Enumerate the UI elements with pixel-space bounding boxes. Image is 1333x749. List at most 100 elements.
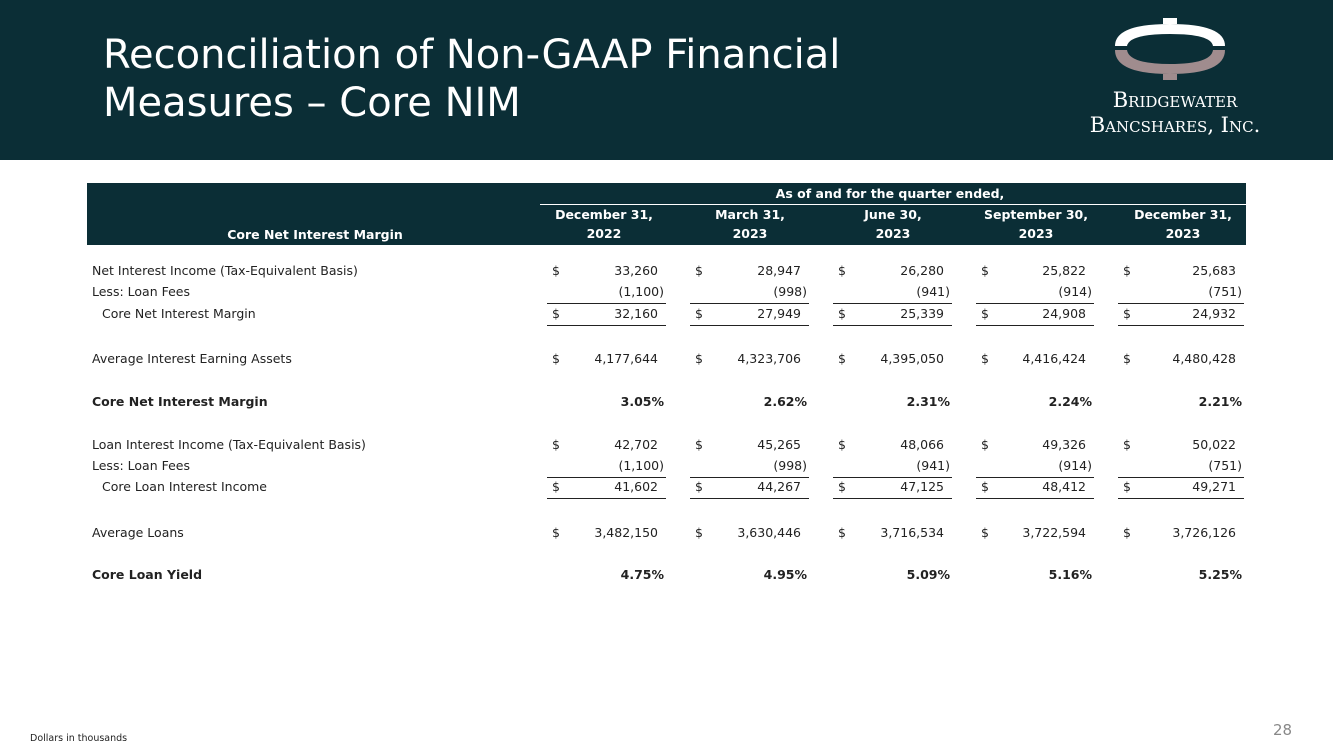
underline xyxy=(833,498,952,499)
underline xyxy=(976,498,1094,499)
underline xyxy=(547,325,666,326)
cell-value: 5.09% xyxy=(906,567,950,582)
cell-value: (914) xyxy=(1058,284,1092,299)
cell-value: 44,267 xyxy=(757,479,801,494)
underline xyxy=(690,325,809,326)
currency-sign: $ xyxy=(695,263,703,278)
row-label: Less: Loan Fees xyxy=(92,458,190,473)
column-header: September 30, xyxy=(984,207,1088,222)
currency-sign: $ xyxy=(695,525,703,540)
title-line: Measures – Core NIM xyxy=(103,80,521,126)
currency-sign: $ xyxy=(552,479,560,494)
currency-sign: $ xyxy=(695,351,703,366)
row-label: Core Net Interest Margin xyxy=(102,306,256,321)
underline xyxy=(833,477,952,478)
group-header: As of and for the quarter ended, xyxy=(775,186,1005,201)
column-header: June 30, xyxy=(864,207,922,222)
currency-sign: $ xyxy=(981,437,989,452)
row-label: Average Loans xyxy=(92,525,184,540)
row-label: Core Net Interest Margin xyxy=(92,394,268,409)
column-header: 2023 xyxy=(732,226,768,241)
row-label: Core Loan Yield xyxy=(92,567,203,582)
cell-value: 48,066 xyxy=(900,437,944,452)
row-label: Less: Loan Fees xyxy=(92,284,190,299)
cell-value: 25,683 xyxy=(1192,263,1236,278)
underline xyxy=(976,325,1094,326)
currency-sign: $ xyxy=(838,437,846,452)
cell-value: 4,323,706 xyxy=(737,351,801,366)
row-label: Net Interest Income (Tax-Equivalent Basi… xyxy=(92,263,358,278)
underline xyxy=(690,498,809,499)
underline xyxy=(690,303,809,304)
cell-value: 49,271 xyxy=(1192,479,1236,494)
underline xyxy=(547,498,666,499)
cell-value: (1,100) xyxy=(618,284,664,299)
footer-note: Dollars in thousands xyxy=(30,733,128,744)
underline xyxy=(1118,303,1244,304)
cell-value: 33,260 xyxy=(614,263,658,278)
currency-sign: $ xyxy=(981,479,989,494)
header-rule xyxy=(540,204,1246,205)
cell-value: 4,395,050 xyxy=(880,351,944,366)
currency-sign: $ xyxy=(1123,263,1131,278)
currency-sign: $ xyxy=(981,306,989,321)
currency-sign: $ xyxy=(1123,306,1131,321)
cell-value: (751) xyxy=(1208,458,1242,473)
cell-value: 4,416,424 xyxy=(1022,351,1086,366)
cell-value: 2.24% xyxy=(1048,394,1092,409)
title-line: Reconciliation of Non-GAAP Financial xyxy=(103,32,841,78)
cell-value: 3,630,446 xyxy=(737,525,801,540)
logo-text: Bridgewater xyxy=(1112,88,1238,112)
cell-value: 3,482,150 xyxy=(594,525,658,540)
currency-sign: $ xyxy=(838,479,846,494)
cell-value: 4.95% xyxy=(763,567,807,582)
currency-sign: $ xyxy=(552,306,560,321)
currency-sign: $ xyxy=(838,525,846,540)
underline xyxy=(833,325,952,326)
cell-value: (998) xyxy=(773,458,807,473)
cell-value: 28,947 xyxy=(757,263,801,278)
column-header: December 31, xyxy=(1134,207,1232,222)
cell-value: 24,932 xyxy=(1192,306,1236,321)
currency-sign: $ xyxy=(552,437,560,452)
cell-value: 50,022 xyxy=(1192,437,1236,452)
underline xyxy=(833,303,952,304)
currency-sign: $ xyxy=(838,351,846,366)
underline xyxy=(1118,477,1244,478)
cell-value: 47,125 xyxy=(900,479,944,494)
column-header: 2023 xyxy=(875,226,911,241)
cell-value: 3,716,534 xyxy=(880,525,944,540)
row-label: Average Interest Earning Assets xyxy=(92,351,292,366)
cell-value: (998) xyxy=(773,284,807,299)
cell-value: (941) xyxy=(916,458,950,473)
cell-value: 26,280 xyxy=(900,263,944,278)
underline xyxy=(547,477,666,478)
logo-emblem xyxy=(1115,18,1225,80)
column-header: 2023 xyxy=(1018,226,1054,241)
row-label: Loan Interest Income (Tax-Equivalent Bas… xyxy=(92,437,366,452)
underline xyxy=(1118,325,1244,326)
cell-value: 25,339 xyxy=(900,306,944,321)
header-band xyxy=(0,0,1333,160)
currency-sign: $ xyxy=(1123,437,1131,452)
currency-sign: $ xyxy=(838,306,846,321)
row-label: Core Loan Interest Income xyxy=(102,479,267,494)
column-header: March 31, xyxy=(715,207,785,222)
cell-value: 41,602 xyxy=(614,479,658,494)
currency-sign: $ xyxy=(1123,525,1131,540)
cell-value: 32,160 xyxy=(614,306,658,321)
cell-value: 49,326 xyxy=(1042,437,1086,452)
cell-value: 4,177,644 xyxy=(594,351,658,366)
row-header: Core Net Interest Margin xyxy=(227,227,403,242)
currency-sign: $ xyxy=(981,525,989,540)
cell-value: 3,726,126 xyxy=(1172,525,1236,540)
cell-value: 25,822 xyxy=(1042,263,1086,278)
page-number: 28 xyxy=(1273,721,1293,739)
currency-sign: $ xyxy=(981,351,989,366)
currency-sign: $ xyxy=(695,479,703,494)
cell-value: 3,722,594 xyxy=(1022,525,1086,540)
underline xyxy=(690,477,809,478)
cell-value: (941) xyxy=(916,284,950,299)
column-header: 2023 xyxy=(1165,226,1201,241)
